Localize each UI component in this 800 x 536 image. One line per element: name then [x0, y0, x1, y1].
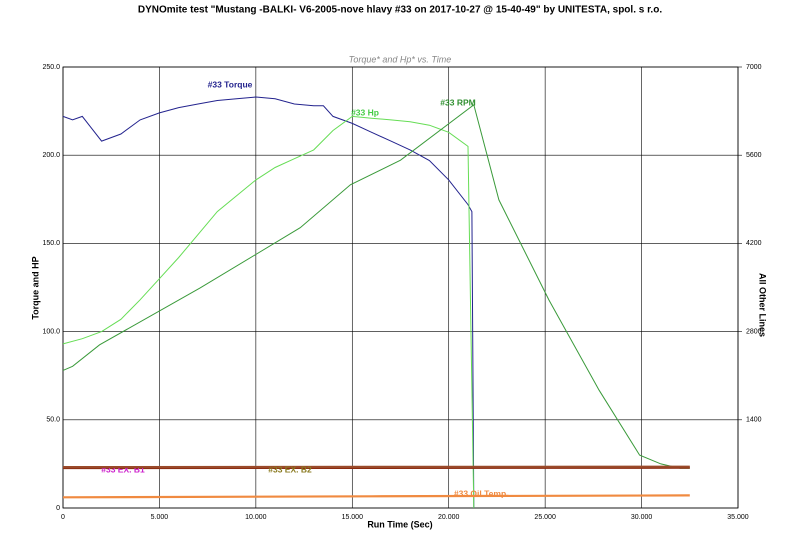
x-tick-label: 30.000	[631, 514, 653, 521]
y2-axis-label: All Other Lines	[758, 273, 768, 337]
series-label: #33 Torque	[208, 79, 253, 89]
x-tick-label: 15.000	[342, 514, 364, 521]
y2-tick-label: 4200	[746, 240, 762, 247]
y-tick-label: 0	[56, 505, 60, 512]
x-tick-label: 35.000	[727, 514, 749, 521]
x-tick-label: 5.000	[151, 514, 169, 521]
series-line	[62, 96, 475, 509]
x-tick-label: 20.000	[438, 514, 460, 521]
plot-frame	[62, 66, 739, 509]
y-tick-label: 100.0	[42, 328, 60, 335]
y-tick-label: 250.0	[42, 64, 60, 71]
y-tick-label: 200.0	[42, 152, 60, 159]
y2-tick-label: 2800	[746, 328, 762, 335]
series-line	[62, 115, 475, 509]
x-axis-label: Run Time (Sec)	[367, 519, 432, 529]
y-tick-label: 150.0	[42, 240, 60, 247]
series-label: #33 RPM	[440, 97, 475, 107]
y2-tick-label: 7000	[746, 64, 762, 71]
x-tick-label: 10.000	[245, 514, 267, 521]
x-tick-label: 0	[61, 514, 65, 521]
series-label: #33 Hp	[351, 107, 379, 117]
series-label: #33 EX. B2	[268, 464, 312, 474]
series-label: #33 EX. B1	[101, 464, 145, 474]
series-label: #33 Oil Temp	[454, 488, 506, 498]
series-line	[62, 103, 690, 469]
y2-tick-label: 1400	[746, 417, 762, 424]
chart-subtitle: Torque* and Hp* vs. Time	[349, 54, 452, 64]
y-axis-label: Torque and HP	[30, 256, 40, 319]
x-tick-label: 25.000	[534, 514, 556, 521]
y-tick-label: 50.0	[46, 417, 60, 424]
series-line	[62, 494, 690, 499]
chart-title: DYNOmite test "Mustang -BALKI- V6-2005-n…	[138, 5, 662, 16]
y2-tick-label: 5600	[746, 152, 762, 159]
